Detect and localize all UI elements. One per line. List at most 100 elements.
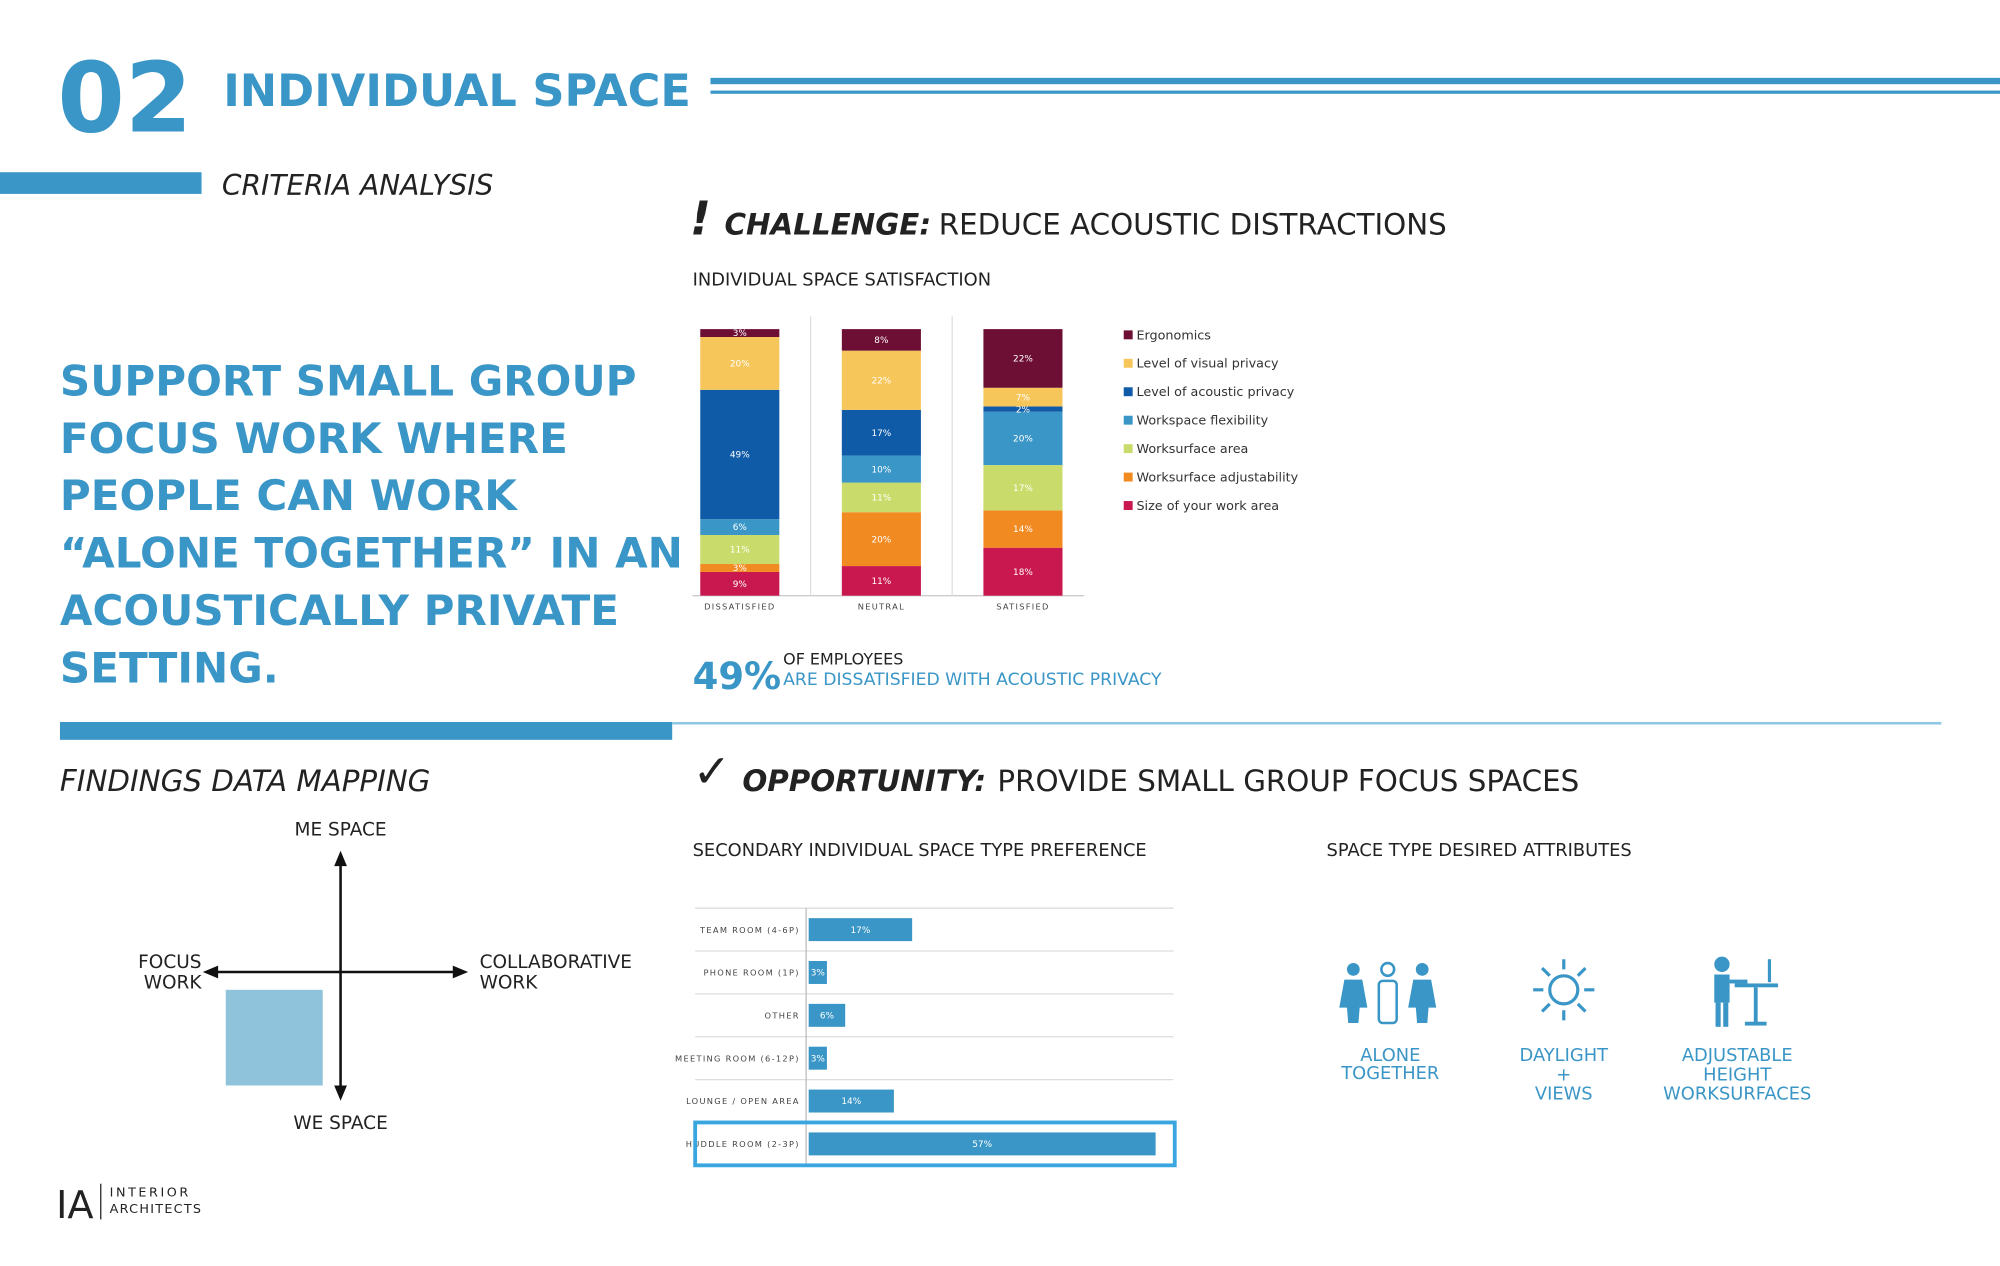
quadrant-label: ME SPACE (295, 819, 387, 840)
bar (808, 1003, 846, 1027)
section-title: INDIVIDUAL SPACE (223, 65, 691, 117)
data-label: 14% (841, 1097, 861, 1107)
legend-label: Size of your work area (1136, 499, 1279, 514)
data-label: 11% (871, 494, 891, 504)
chart-title: INDIVIDUAL SPACE SATISFACTION (693, 270, 991, 291)
bar-segment (983, 465, 1063, 511)
bar-segment (700, 329, 780, 338)
legend-swatch (1123, 415, 1133, 425)
attribute-label: WORKSURFACES (1663, 1084, 1811, 1105)
data-label: 2% (1016, 405, 1030, 415)
statement-line: PEOPLE CAN WORK (60, 471, 518, 520)
data-label: 22% (1013, 355, 1033, 365)
quadrant-label: COLLABORATIVE (480, 952, 632, 973)
data-label: 20% (730, 360, 750, 370)
stacked-chart: DISSATISFIED 9% 3% 11% 6% 49% 20% 3% NEUTRAL 11% 2… (692, 316, 1299, 612)
bar-segment (841, 482, 921, 513)
stat-line: ARE DISSATISFIED WITH ACOUSTIC PRIVACY (783, 670, 1162, 690)
attribute-label: HEIGHT (1703, 1064, 1771, 1085)
legend-label: Worksurface adjustability (1136, 471, 1298, 486)
bar-segment (841, 455, 921, 483)
icon-desk (1714, 956, 1779, 1027)
legend-swatch (1123, 472, 1133, 482)
data-label: 9% (733, 580, 747, 590)
opportunity-heading: ✓ OPPORTUNITY: PROVIDE SMALL GROUP FOCUS… (693, 744, 1580, 798)
data-label: 3% (811, 1054, 825, 1064)
header-rule (710, 77, 2000, 85)
quadrant-label: WORK (144, 973, 203, 994)
x-tick-label: DISSATISFIED (704, 602, 775, 612)
data-label: 22% (871, 376, 891, 386)
data-label: 7% (1016, 393, 1030, 403)
legend-label: Workspace flexibility (1136, 414, 1268, 429)
subtitle-bar (0, 172, 202, 194)
attribute-label: ALONE (1360, 1045, 1420, 1066)
attribute-label: + (1556, 1064, 1571, 1085)
attribute-label: VIEWS (1535, 1084, 1593, 1105)
statement-line: “ALONE TOGETHER” IN AN (60, 529, 683, 578)
challenge-text: REDUCE ACOUSTIC DISTRACTIONS (939, 208, 1447, 242)
data-label: 17% (871, 429, 891, 439)
y-tick-label: PHONE ROOM (1P) (704, 968, 800, 978)
y-tick-label: TEAM ROOM (4-6P) (699, 925, 800, 935)
bar-segment (841, 409, 921, 456)
bar-segment (841, 329, 921, 351)
statement-line: SETTING. (60, 643, 279, 692)
bar (808, 1132, 1156, 1156)
legend-swatch (1123, 444, 1133, 454)
bar (808, 960, 827, 984)
quadrant-label: WORK (480, 973, 539, 994)
legend-swatch (1123, 501, 1133, 510)
attribute-label: DAYLIGHT (1520, 1045, 1609, 1066)
logo-text: INTERIOR (110, 1185, 191, 1200)
legend-label: Worksurface area (1136, 442, 1248, 457)
x-tick-label: NEUTRAL (858, 602, 905, 612)
bar-segment (983, 329, 1063, 388)
bar (808, 1089, 894, 1113)
quadrant-label: FOCUS (138, 952, 201, 973)
data-label: 3% (733, 564, 747, 574)
data-label: 49% (730, 451, 750, 461)
statement-line: FOCUS WORK WHERE (60, 414, 568, 463)
legend-swatch (1123, 358, 1133, 368)
data-label: 18% (1013, 568, 1033, 578)
y-tick-label: MEETING ROOM (6-12P) (675, 1053, 800, 1063)
bar-segment (700, 519, 780, 535)
bar-segment (983, 411, 1063, 466)
bar-segment (841, 512, 921, 567)
bar (808, 1046, 827, 1070)
highlight-box (693, 1120, 1177, 1168)
statement: SUPPORT SMALL GROUP FOCUS WORK WHERE PEO… (60, 356, 683, 692)
legend-label: Level of visual privacy (1136, 357, 1279, 372)
bar-segment (700, 337, 780, 390)
legend-label: Ergonomics (1136, 328, 1211, 343)
attribute-label: ADJUSTABLE (1682, 1045, 1793, 1066)
data-label: 3% (733, 329, 747, 339)
y-tick-label: LOUNGE / OPEN AREA (686, 1096, 800, 1106)
data-label: 10% (871, 465, 891, 475)
challenge-heading: ! CHALLENGE: REDUCE ACOUSTIC DISTRACTION… (690, 192, 1447, 246)
bar-segment (983, 510, 1063, 548)
statement-line: SUPPORT SMALL GROUP (60, 356, 637, 405)
stat-line: OF EMPLOYEES (783, 650, 903, 669)
opportunity-mark: ✓ (693, 744, 731, 798)
bar-segment (983, 406, 1063, 412)
challenge-label: CHALLENGE: (724, 208, 931, 242)
data-label: 17% (851, 926, 871, 936)
quadrant-label: WE SPACE (293, 1113, 387, 1134)
bar-segment (983, 387, 1063, 407)
chart-title: SECONDARY INDIVIDUAL SPACE TYPE PREFEREN… (693, 840, 1147, 861)
bar (808, 918, 913, 942)
bar-segment (700, 534, 780, 565)
data-label: 8% (874, 336, 888, 346)
data-label: 57% (972, 1140, 992, 1150)
statement-line: ACOUSTICALLY PRIVATE (60, 586, 619, 635)
data-label: 20% (1013, 435, 1033, 445)
logo-text: ARCHITECTS (110, 1202, 203, 1217)
data-label: 14% (1013, 525, 1033, 535)
attributes-title: SPACE TYPE DESIRED ATTRIBUTES (1327, 840, 1632, 861)
y-tick-label: OTHER (765, 1011, 800, 1021)
data-label: 17% (1013, 484, 1033, 494)
challenge-mark: ! (690, 192, 711, 246)
